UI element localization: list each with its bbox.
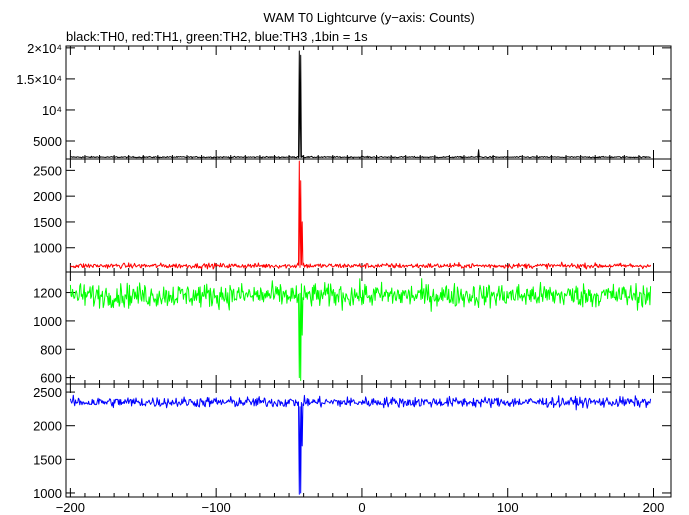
y-tick-label: 2000 (33, 189, 62, 204)
y-tick-label: 600 (40, 371, 62, 386)
y-tick-label: 1200 (33, 286, 62, 301)
y-tick-label: 2500 (33, 385, 62, 400)
x-tick-label: −200 (56, 500, 85, 515)
panel-frame (65, 383, 672, 498)
y-tick-label: 1000 (33, 241, 62, 256)
x-tick-label: 100 (497, 500, 519, 515)
x-tick-label: −100 (202, 500, 231, 515)
series-th0 (70, 50, 651, 159)
series-th2 (69, 278, 652, 381)
y-tick-label: 5000 (33, 134, 62, 149)
y-tick-label: 800 (40, 342, 62, 357)
y-tick-label: 2500 (33, 163, 62, 178)
x-axis: −200 −100 0 100 200 (56, 500, 665, 515)
x-tick-label: 200 (643, 500, 665, 515)
chart-title: WAM T0 Lightcurve (y−axis: Counts) (263, 10, 474, 25)
panel-frame (65, 45, 672, 160)
y-tick-label: 1500 (33, 215, 62, 230)
y-tick-label: 2000 (33, 419, 62, 434)
panel-frame (65, 158, 672, 273)
panel-th0: 5000 10⁴ 1.5×10⁴ 2×10⁴ (16, 41, 672, 160)
panel-th3: 1000 1500 2000 2500 (33, 383, 672, 501)
y-tick-label: 10⁴ (42, 103, 62, 118)
panel-th2: 600 800 1000 1200 (33, 271, 672, 386)
panel-th1: 1000 1500 2000 2500 (33, 158, 672, 273)
series-th3 (69, 394, 652, 495)
panels-group: 500010⁴1.5×10⁴2×10⁴100015002000250060080… (16, 41, 672, 501)
y-tick-label: 2×10⁴ (27, 41, 62, 56)
series-th1 (70, 160, 652, 270)
chart-subtitle: black:TH0, red:TH1, green:TH2, blue:TH3 … (66, 29, 368, 44)
panel-frame (65, 271, 672, 385)
y-tick-label: 1000 (33, 486, 62, 501)
y-tick-label: 1000 (33, 314, 62, 329)
y-tick-label: 1500 (33, 452, 62, 467)
y-tick-label: 1.5×10⁴ (16, 72, 62, 87)
x-tick-label: 0 (358, 500, 365, 515)
